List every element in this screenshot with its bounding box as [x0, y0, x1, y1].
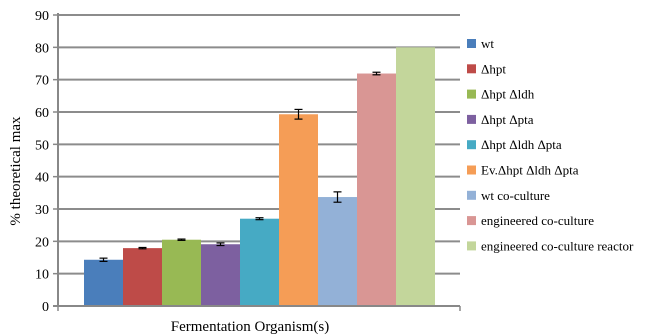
legend-swatch	[467, 140, 476, 150]
legend-label: wt	[481, 36, 494, 51]
legend-swatch	[467, 64, 476, 74]
legend-swatch	[467, 216, 476, 226]
y-tick-label: 50	[35, 138, 49, 153]
legend-label: wt co-culture	[481, 188, 550, 203]
x-axis-title: Fermentation Organism(s)	[171, 319, 329, 335]
y-tick-label: 10	[35, 268, 49, 283]
y-axis-title: % theoretical max	[8, 116, 24, 226]
legend-label: Δhpt Δldh Δpta	[481, 137, 562, 152]
legend-swatch	[467, 39, 476, 48]
bar-7	[318, 197, 357, 306]
legend-swatch	[467, 114, 476, 124]
bar-1	[84, 259, 123, 306]
bar-6	[279, 114, 318, 306]
bar-9	[396, 47, 435, 306]
bar-2	[123, 248, 162, 306]
bar-5	[240, 218, 279, 306]
y-tick-labels: 0 10 20 30 40 50 60 70 80 90	[35, 9, 58, 315]
legend-label: Δhpt	[481, 61, 506, 76]
y-tick-label: 70	[35, 74, 49, 89]
y-tick-label: 80	[35, 41, 49, 56]
y-tick-label: 60	[35, 106, 49, 121]
bar-4	[201, 244, 240, 306]
legend-label: engineered co-culture	[481, 213, 594, 228]
axes	[53, 13, 461, 311]
legend-label: Δhpt Δldh	[481, 87, 535, 102]
gridlines	[58, 14, 460, 275]
legend-swatch	[467, 89, 476, 99]
legend: wt Δhpt Δhpt Δldh Δhpt Δpta Δhpt Δldh Δpta Ev…	[467, 36, 634, 253]
bars	[84, 47, 435, 306]
bar-8	[357, 73, 396, 306]
y-tick-label: 30	[35, 203, 49, 218]
y-tick-label: 40	[35, 171, 49, 186]
legend-swatch	[467, 190, 476, 200]
y-tick-label: 20	[35, 235, 49, 250]
y-tick-label: 0	[42, 300, 49, 315]
error-bars	[99, 71, 381, 262]
legend-swatch	[467, 165, 476, 175]
legend-label: Ev.Δhpt Δldh Δpta	[481, 163, 579, 178]
bar-3	[162, 239, 201, 306]
legend-label: Δhpt Δpta	[481, 112, 534, 127]
y-tick-label: 90	[35, 9, 49, 24]
legend-swatch	[467, 241, 476, 251]
legend-label: engineered co-culture reactor	[481, 238, 634, 253]
